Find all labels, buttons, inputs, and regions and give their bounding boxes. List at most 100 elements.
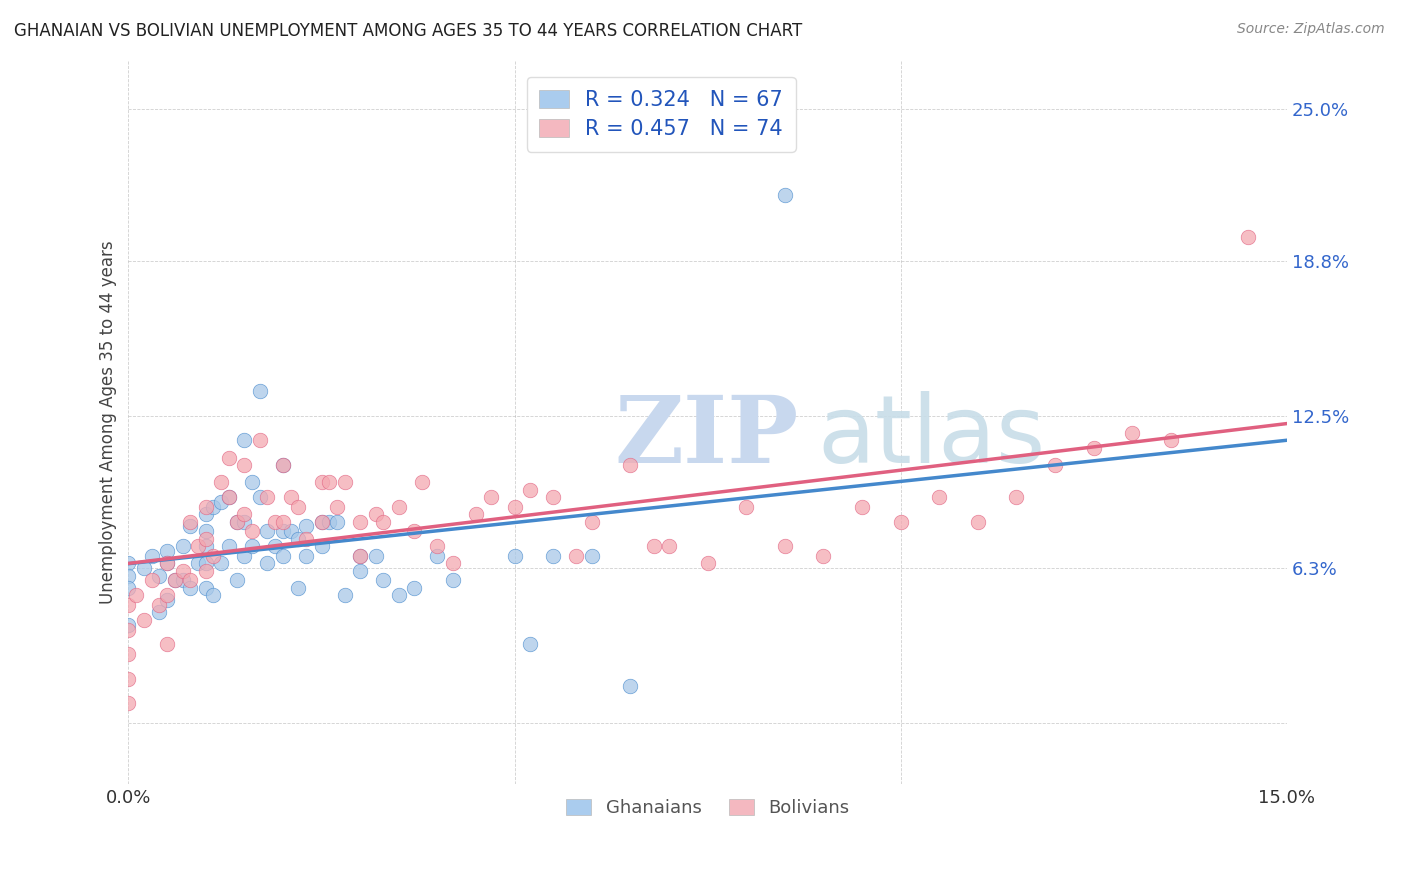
Point [256, 556, 278, 570]
Point [326, 500, 349, 514]
Point [163, 574, 186, 588]
Point [619, 679, 641, 693]
Point [1005, 490, 1028, 504]
Point [187, 539, 209, 553]
Point [264, 515, 287, 529]
Point [311, 515, 333, 529]
Point [172, 564, 194, 578]
Point [411, 475, 433, 490]
Point [264, 539, 287, 553]
Point [256, 490, 278, 504]
Point [117, 617, 139, 632]
Point [148, 606, 170, 620]
Point [364, 507, 387, 521]
Point [218, 539, 240, 553]
Point [311, 539, 333, 553]
Point [271, 515, 294, 529]
Point [117, 623, 139, 637]
Point [218, 450, 240, 465]
Point [233, 458, 256, 472]
Point [373, 515, 395, 529]
Point [240, 524, 263, 539]
Point [156, 556, 179, 570]
Point [349, 515, 371, 529]
Point [295, 532, 318, 546]
Point [465, 507, 488, 521]
Point [318, 475, 340, 490]
Point [1083, 441, 1105, 455]
Point [194, 556, 217, 570]
Point [619, 458, 641, 472]
Point [643, 539, 665, 553]
Point [773, 187, 796, 202]
Point [519, 483, 541, 497]
Point [249, 490, 271, 504]
Point [117, 647, 139, 661]
Point [311, 475, 333, 490]
Point [426, 549, 449, 563]
Point [209, 556, 232, 570]
Point [503, 549, 526, 563]
Point [271, 524, 294, 539]
Point [233, 507, 256, 521]
Point [156, 544, 179, 558]
Point [388, 588, 411, 602]
Legend: Ghanaians, Bolivians: Ghanaians, Bolivians [557, 789, 859, 826]
Point [240, 475, 263, 490]
Point [225, 515, 247, 529]
Point [202, 500, 225, 514]
Point [519, 637, 541, 651]
Point [287, 532, 309, 546]
Point [541, 490, 564, 504]
Point [349, 549, 371, 563]
Point [156, 556, 179, 570]
Y-axis label: Unemployment Among Ages 35 to 44 years: Unemployment Among Ages 35 to 44 years [100, 240, 117, 604]
Point [1121, 426, 1143, 441]
Point [194, 500, 217, 514]
Point [271, 549, 294, 563]
Point [1237, 229, 1260, 244]
Point [132, 613, 155, 627]
Point [202, 549, 225, 563]
Point [404, 524, 426, 539]
Point [280, 490, 302, 504]
Point [117, 556, 139, 570]
Point [349, 549, 371, 563]
Point [441, 574, 464, 588]
Point [218, 490, 240, 504]
Point [117, 697, 139, 711]
Point [179, 519, 201, 533]
Point [280, 524, 302, 539]
Point [225, 574, 247, 588]
Point [333, 588, 356, 602]
Point [271, 458, 294, 472]
Point [156, 637, 179, 651]
Point [966, 515, 988, 529]
Point [349, 564, 371, 578]
Point [117, 672, 139, 686]
Point [333, 475, 356, 490]
Point [194, 507, 217, 521]
Point [202, 588, 225, 602]
Point [326, 515, 349, 529]
Point [132, 561, 155, 575]
Point [541, 549, 564, 563]
Point [187, 556, 209, 570]
Point [179, 581, 201, 595]
Point [209, 495, 232, 509]
Point [172, 574, 194, 588]
Point [156, 588, 179, 602]
Point [581, 515, 603, 529]
Point [163, 574, 186, 588]
Point [141, 574, 163, 588]
Point [1043, 458, 1066, 472]
Point [148, 598, 170, 612]
Point [311, 515, 333, 529]
Point [141, 549, 163, 563]
Point [125, 588, 148, 602]
Point [179, 515, 201, 529]
Point [117, 598, 139, 612]
Point [233, 515, 256, 529]
Point [194, 524, 217, 539]
Point [240, 539, 263, 553]
